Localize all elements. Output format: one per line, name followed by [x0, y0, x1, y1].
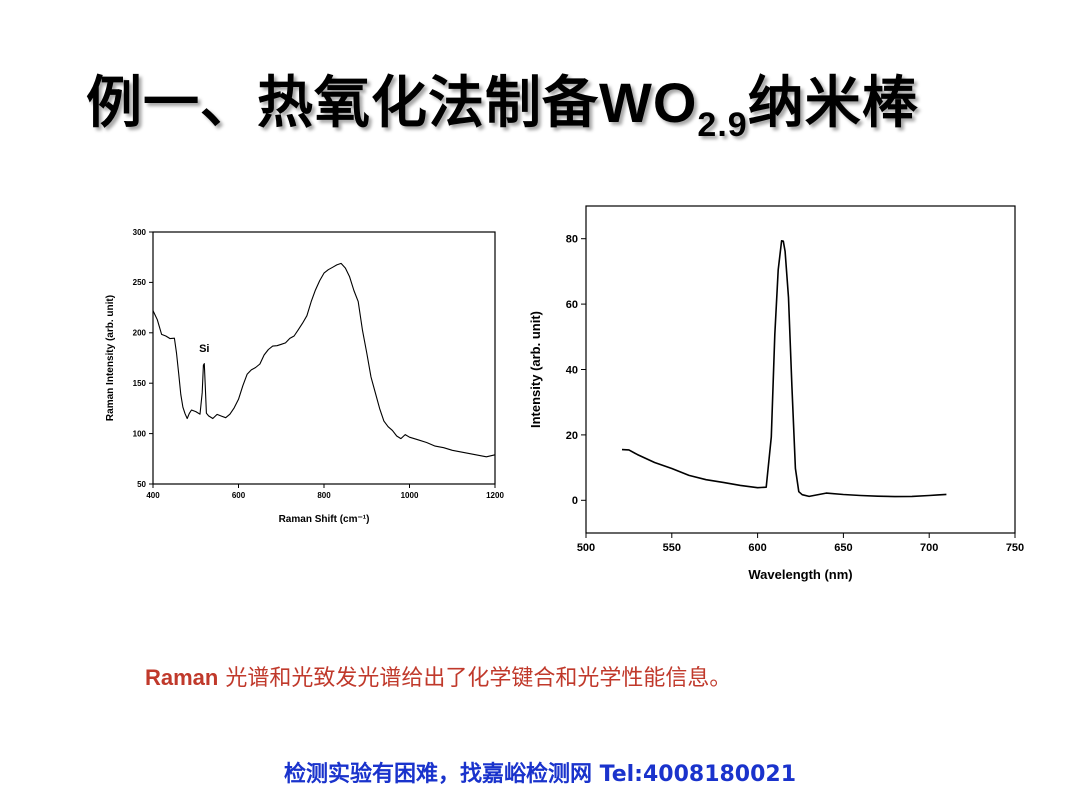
x-tick-label: 500 — [577, 542, 595, 554]
caption: Raman 光谱和光致发光谱给出了化学键合和光学性能信息。 — [145, 660, 731, 692]
title-formula: WO — [599, 71, 698, 134]
y-axis-label: Intensity (arb. unit) — [528, 311, 543, 428]
y-tick-label: 0 — [572, 495, 578, 507]
y-tick-label: 150 — [133, 379, 147, 388]
caption-text: 光谱和光致发光谱给出了化学键合和光学性能信息。 — [218, 666, 732, 691]
y-tick-label: 200 — [133, 329, 147, 338]
plot-frame — [585, 205, 1016, 534]
y-tick-label: 40 — [566, 364, 578, 376]
x-tick-label: 1000 — [401, 491, 419, 500]
y-tick-label: 300 — [133, 228, 147, 237]
y-axis-label: Raman Intensity (arb. unit) — [105, 295, 116, 421]
title-suffix: 纳米棒 — [747, 71, 919, 136]
x-tick-label: 700 — [920, 542, 938, 554]
y-tick-label: 80 — [566, 234, 578, 246]
y-tick-label: 60 — [566, 299, 578, 311]
series-line — [152, 262, 496, 458]
x-tick-label: 400 — [146, 491, 160, 500]
footer-contact: 检测实验有困难，找嘉峪检测网 Tel:4008180021 — [283, 762, 797, 787]
x-tick-label: 1200 — [486, 491, 504, 500]
title-main: 例一、热氧化法制备 — [86, 71, 599, 136]
x-tick-label: 600 — [232, 491, 246, 500]
x-tick-label: 750 — [1006, 542, 1024, 554]
y-tick-label: 250 — [133, 278, 147, 287]
x-tick-label: 550 — [663, 542, 681, 554]
x-tick-label: 650 — [834, 542, 852, 554]
x-tick-label: 800 — [317, 491, 331, 500]
annotation-label: Si — [199, 343, 209, 355]
y-tick-label: 50 — [137, 480, 146, 489]
x-axis-label: Raman Shift (cm⁻¹) — [279, 514, 370, 525]
slide-title: 例一、热氧化法制备WO2.9纳米棒 — [86, 58, 919, 145]
x-axis-label: Wavelength (nm) — [748, 567, 852, 582]
title-subscript: 2.9 — [697, 106, 748, 144]
y-tick-label: 20 — [566, 430, 578, 442]
y-tick-label: 100 — [133, 429, 147, 438]
series-line — [621, 240, 947, 498]
x-tick-label: 600 — [748, 542, 766, 554]
caption-lead: Raman — [145, 665, 219, 690]
